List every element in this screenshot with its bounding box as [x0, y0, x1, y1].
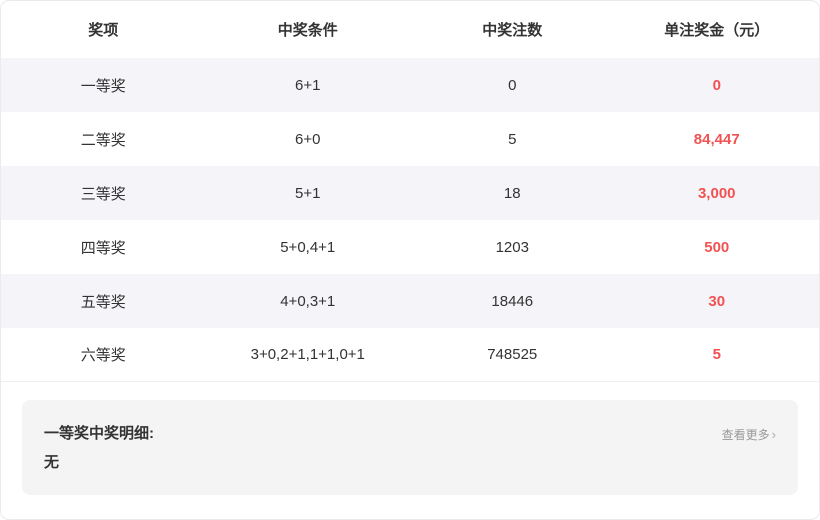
count-cell: 5 — [508, 130, 517, 148]
table-row: 四等奖 5+0,4+1 1203 500 — [1, 220, 819, 274]
condition-cell: 3+0,2+1,1+1,0+1 — [250, 346, 365, 363]
condition-cell: 4+0,3+1 — [280, 292, 336, 310]
first-prize-details-panel: 一等奖中奖明细: 无 查看更多 › — [22, 400, 798, 495]
amount-cell: 84,447 — [693, 130, 740, 148]
amount-cell: 0 — [712, 76, 721, 94]
table-row: 五等奖 4+0,3+1 18446 30 — [1, 274, 819, 328]
column-header-condition: 中奖条件 — [277, 22, 338, 39]
count-cell: 748525 — [487, 346, 538, 363]
details-label: 一等奖中奖明细: — [44, 425, 154, 442]
view-more-link[interactable]: 查看更多 › — [722, 426, 776, 443]
column-header-prize: 奖项 — [88, 22, 119, 39]
count-cell: 18446 — [491, 292, 534, 310]
condition-cell: 6+0 — [295, 130, 321, 148]
amount-cell: 30 — [708, 292, 726, 310]
prize-name-cell: 六等奖 — [80, 347, 126, 364]
condition-cell: 6+1 — [295, 76, 321, 94]
table-row: 六等奖 3+0,2+1,1+1,0+1 748525 5 — [1, 328, 819, 382]
column-header-amount: 单注奖金（元） — [664, 22, 770, 39]
table-header-row: 奖项 中奖条件 中奖注数 单注奖金（元） — [1, 1, 819, 58]
prize-name-cell: 四等奖 — [80, 239, 126, 257]
prize-name-cell: 一等奖 — [80, 77, 126, 95]
table-row: 一等奖 6+1 0 0 — [1, 58, 819, 112]
amount-cell: 500 — [704, 238, 730, 256]
table-row: 二等奖 6+0 5 84,447 — [1, 112, 819, 166]
count-cell: 0 — [508, 76, 517, 94]
view-more-label: 查看更多 — [721, 428, 770, 442]
amount-cell: 5 — [712, 346, 721, 363]
count-cell: 18 — [503, 184, 521, 202]
table-row: 三等奖 5+1 18 3,000 — [1, 166, 819, 220]
condition-cell: 5+0,4+1 — [280, 238, 336, 256]
prize-name-cell: 三等奖 — [80, 185, 126, 203]
prize-name-cell: 五等奖 — [80, 293, 126, 311]
condition-cell: 5+1 — [295, 184, 321, 202]
details-value: 无 — [44, 454, 60, 471]
chevron-right-icon: › — [771, 427, 776, 442]
prize-name-cell: 二等奖 — [80, 131, 126, 149]
count-cell: 1203 — [495, 238, 529, 256]
column-header-count: 中奖注数 — [482, 22, 543, 39]
amount-cell: 3,000 — [697, 184, 736, 202]
